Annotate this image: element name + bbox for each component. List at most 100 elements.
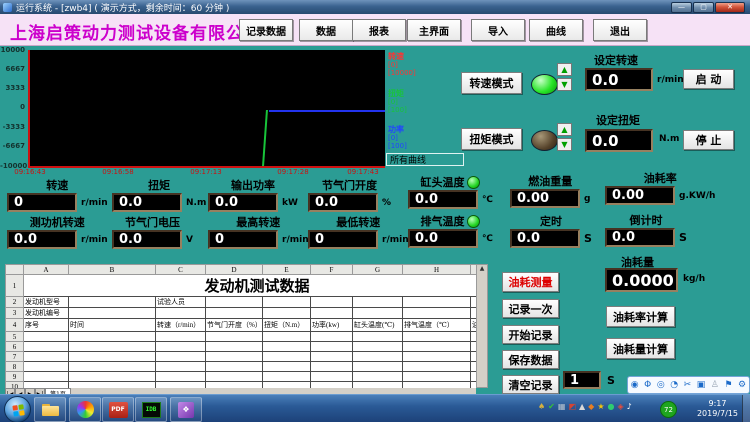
explorer-taskbar-button[interactable] <box>34 397 66 422</box>
tray-star-icon[interactable]: ★ <box>597 402 605 411</box>
torque-display: 0.0 <box>112 193 182 212</box>
speed-setpoint-stepper: ▲ ▼ <box>557 63 572 91</box>
company-title: 上海启策动力测试设备有限公司 <box>10 24 262 44</box>
speed-gauge: 转速 0 r/min <box>7 179 108 212</box>
exit-button[interactable]: 退出 <box>593 19 647 41</box>
speed-mode-indicator <box>531 74 558 95</box>
max-speed-gauge: 最高转速 0 r/min <box>208 216 309 249</box>
phi-icon[interactable]: Φ <box>644 379 652 390</box>
gear-icon[interactable]: ⚙ <box>738 379 747 390</box>
taskbar-clock[interactable]: 9:17 2019/7/15 <box>697 399 738 419</box>
scissors-icon[interactable]: ✂ <box>683 379 692 390</box>
all-curves-selector[interactable]: 所有曲线 <box>386 153 464 166</box>
clear-record-button[interactable]: 清空记录 <box>502 375 559 394</box>
fuel-measure-button[interactable]: 油耗测量 <box>502 272 559 292</box>
record-data-button[interactable]: 记录数据 <box>239 19 293 41</box>
sheet-vertical-scrollbar[interactable]: ▲ <box>476 264 488 388</box>
person-icon[interactable]: ♙ <box>710 379 719 390</box>
start-record-button[interactable]: 开始记录 <box>502 325 559 344</box>
pdf-icon: PDF <box>108 401 128 418</box>
throttle-voltage-gauge: 节气门电压 0.0 V <box>112 216 193 249</box>
tray-diamond-icon[interactable]: ◈ <box>617 402 624 411</box>
minimize-button[interactable]: — <box>671 1 692 13</box>
import-button[interactable]: 导入 <box>471 19 525 41</box>
data-button[interactable]: 数据 <box>299 19 353 41</box>
speed-mode-button[interactable]: 转速模式 <box>461 72 522 94</box>
set-torque-input[interactable]: 0.0 <box>585 129 653 152</box>
timer-display: 0.0 <box>510 229 580 248</box>
start-button[interactable] <box>4 396 31 422</box>
report-button[interactable]: 报表 <box>352 19 406 41</box>
x-tick: 09:17:43 <box>347 168 379 176</box>
screen-icon[interactable]: ▣ <box>696 379 706 390</box>
fuel-flow-calc-button[interactable]: 油耗量计算 <box>606 338 675 359</box>
clear-interval-input[interactable]: 1 <box>563 371 601 389</box>
user-circle-icon[interactable]: ◉ <box>630 379 639 390</box>
torque-mode-button[interactable]: 扭矩模式 <box>461 128 522 150</box>
y-tick: -3333 <box>2 123 25 131</box>
table-row: 7 <box>5 351 476 362</box>
fuel-rate-calc-button[interactable]: 油耗率计算 <box>606 306 675 327</box>
next-sheet-icon[interactable]: ▶ <box>25 388 35 394</box>
purple-app-taskbar-button[interactable]: ❖ <box>170 397 202 422</box>
window-title: 运行系统 - [zwb4] ( 演示方式，剩余时间：60 分钟 ) <box>16 3 230 14</box>
led-app-taskbar-button[interactable]: IDB <box>135 397 167 422</box>
y-tick: 3333 <box>5 84 25 92</box>
set-torque-unit: N.m <box>659 134 680 144</box>
down-arrow-icon[interactable]: ▼ <box>557 138 572 151</box>
tray-volume-icon[interactable]: ♪ <box>626 402 632 411</box>
show-desktop-button[interactable] <box>742 395 750 422</box>
clock-icon[interactable]: ◔ <box>670 379 679 390</box>
fuel-flow-display: 0.0000 <box>605 268 678 292</box>
last-sheet-icon[interactable]: ▶| <box>35 388 45 394</box>
down-arrow-icon[interactable]: ▼ <box>557 78 572 91</box>
table-row: 5 <box>5 331 476 342</box>
tray-alert-icon[interactable]: ◆ <box>588 402 595 411</box>
clock-time: 9:17 <box>708 399 727 408</box>
temp-monitor-badge[interactable]: 72 <box>660 401 677 418</box>
torque-series-line <box>262 110 268 166</box>
table-row: 2 发动机型号 试验人员 <box>5 296 476 308</box>
prev-sheet-icon[interactable]: ◀ <box>15 388 25 394</box>
tray-shield-icon[interactable]: ♠ <box>538 402 546 411</box>
table-row: 9 <box>5 371 476 382</box>
pdf-app-taskbar-button[interactable]: PDF <box>102 397 134 422</box>
up-arrow-icon[interactable]: ▲ <box>557 123 572 136</box>
media-app-taskbar-button[interactable] <box>69 397 101 422</box>
maximize-button[interactable]: ▢ <box>693 1 714 13</box>
up-arrow-icon[interactable]: ▲ <box>557 63 572 76</box>
col-header: E <box>262 264 311 275</box>
tray-display-icon[interactable]: ▦ <box>557 402 566 411</box>
floating-toolbar: ◉ Φ ◎ ◔ ✂ ▣ ♙ ⚑ ⚙ <box>627 376 750 394</box>
clock-date: 2019/7/15 <box>696 409 738 418</box>
main-screen-button[interactable]: 主界面 <box>407 19 461 41</box>
taskbar: PDF IDB ❖ ♠ ✔ ▦ ◩ ▲ ◆ ★ ● ◈ ♪ 72 9:17 20… <box>0 394 750 422</box>
record-icon[interactable]: ◎ <box>656 379 665 390</box>
tray-network-icon[interactable]: ▲ <box>579 402 586 411</box>
app-icon <box>3 2 12 12</box>
tray-status-icon[interactable]: ● <box>607 402 615 411</box>
color-swirl-icon <box>76 401 94 418</box>
y-tick: 6667 <box>5 65 25 73</box>
exhaust-temp-indicator <box>467 214 481 228</box>
start-button[interactable]: 启 动 <box>683 69 734 89</box>
x-tick: 09:17:13 <box>190 168 222 176</box>
exhaust-temp-gauge: 排气温度 0.0 ℃ <box>408 214 493 248</box>
record-once-button[interactable]: 记录一次 <box>502 299 559 318</box>
save-data-button[interactable]: 保存数据 <box>502 350 559 369</box>
fuel-flow-label: 油耗量 <box>621 256 654 269</box>
flag-icon[interactable]: ⚑ <box>724 379 733 390</box>
first-sheet-icon[interactable]: |◀ <box>5 388 15 394</box>
tray-app-icon[interactable]: ◩ <box>568 402 576 411</box>
sheet-tab[interactable]: 第1页 <box>45 388 71 394</box>
curve-button[interactable]: 曲线 <box>529 19 583 41</box>
y-tick: -10000 <box>0 162 28 170</box>
sheet-tab-strip[interactable]: |◀ ◀ ▶ ▶| 第1页 <box>5 388 476 394</box>
stop-button[interactable]: 停 止 <box>683 130 734 150</box>
scroll-up-icon[interactable]: ▲ <box>479 265 485 272</box>
set-speed-unit: r/min <box>657 75 684 85</box>
close-button[interactable]: ✕ <box>715 1 745 13</box>
set-speed-input[interactable]: 0.0 <box>585 68 653 91</box>
tray-check-icon[interactable]: ✔ <box>548 402 555 411</box>
data-spreadsheet[interactable]: A B C D E F G H 1 发动机测试数据 2 发动机型号 试验人员 <box>5 264 476 388</box>
